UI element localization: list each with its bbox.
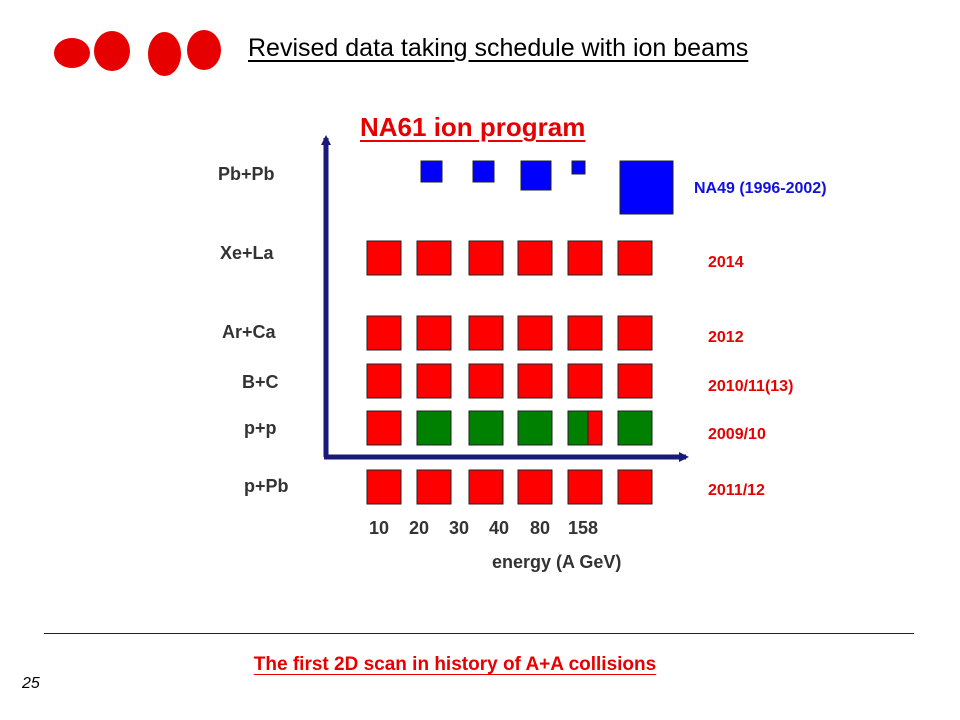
row-label-arca: Ar+Ca: [222, 322, 276, 342]
cell-grid: [366, 160, 674, 505]
cell-ppb-2: [468, 469, 504, 505]
year-label-ppb: 2011/12: [708, 482, 765, 499]
cell-xela-5: [617, 240, 653, 276]
cell-arca-0: [366, 315, 402, 351]
cell-pp-4-red: [587, 410, 603, 446]
year-label-bc: 2010/11(13): [708, 378, 794, 395]
cell-pbpb-20: [420, 160, 443, 183]
page-number: 25: [22, 675, 40, 692]
cell-arca-1: [416, 315, 452, 351]
year-label-pbpb: NA49 (1996-2002): [694, 180, 827, 197]
cell-pp-3: [517, 410, 553, 446]
cell-bc-0: [366, 363, 402, 399]
diagram-title: NA61 ion program: [360, 112, 586, 142]
cell-pp-2: [468, 410, 504, 446]
red-dots-logo: [54, 30, 224, 76]
cell-bc-2: [468, 363, 504, 399]
year-label-xela: 2014: [708, 254, 744, 271]
cell-xela-4: [567, 240, 603, 276]
x-tick-30: 30: [449, 518, 470, 538]
row-label-bc: B+C: [242, 372, 279, 392]
year-label-arca: 2012: [708, 329, 744, 346]
cell-ppb-5: [617, 469, 653, 505]
cell-pbpb-158: [619, 160, 674, 215]
cell-arca-4: [567, 315, 603, 351]
row-label-ppb: p+Pb: [244, 476, 289, 496]
cell-ppb-1: [416, 469, 452, 505]
logo-dot: [148, 32, 181, 76]
cell-pbpb-40: [520, 160, 552, 191]
x-tick-158: 158: [568, 518, 599, 538]
cell-pbpb-30: [472, 160, 495, 183]
page-title: Revised data taking schedule with ion be…: [248, 34, 749, 62]
cell-bc-1: [416, 363, 452, 399]
cell-pp-4-green: [567, 410, 589, 446]
cell-xela-0: [366, 240, 402, 276]
cell-pp-5: [617, 410, 653, 446]
cell-pp-0: [366, 410, 402, 446]
x-tick-80: 80: [530, 518, 551, 538]
x-tick-20: 20: [409, 518, 430, 538]
x-tick-10: 10: [369, 518, 390, 538]
x-tick-40: 40: [489, 518, 510, 538]
logo-dot: [94, 31, 130, 71]
cell-bc-4: [567, 363, 603, 399]
cell-pbpb-80: [571, 160, 586, 175]
logo-dot: [54, 38, 90, 68]
cell-ppb-3: [517, 469, 553, 505]
cell-arca-2: [468, 315, 504, 351]
cell-xela-2: [468, 240, 504, 276]
cell-arca-5: [617, 315, 653, 351]
cell-ppb-0: [366, 469, 402, 505]
year-label-pp: 2009/10: [708, 426, 766, 443]
row-label-pp: p+p: [244, 418, 277, 438]
row-label-xela: Xe+La: [220, 243, 274, 263]
divider-line: [44, 633, 914, 634]
cell-bc-3: [517, 363, 553, 399]
cell-pp-1: [416, 410, 452, 446]
cell-bc-5: [617, 363, 653, 399]
cell-ppb-4: [567, 469, 603, 505]
cell-xela-3: [517, 240, 553, 276]
logo-dot: [187, 30, 221, 70]
cell-arca-3: [517, 315, 553, 351]
x-axis-label: energy (A GeV): [492, 552, 621, 573]
footer-text: The first 2D scan in history of A+A coll…: [253, 654, 657, 675]
x-axis-label-text: energy (A GeV): [492, 552, 622, 572]
cell-xela-1: [416, 240, 452, 276]
row-label-pbpb: Pb+Pb: [218, 164, 275, 184]
